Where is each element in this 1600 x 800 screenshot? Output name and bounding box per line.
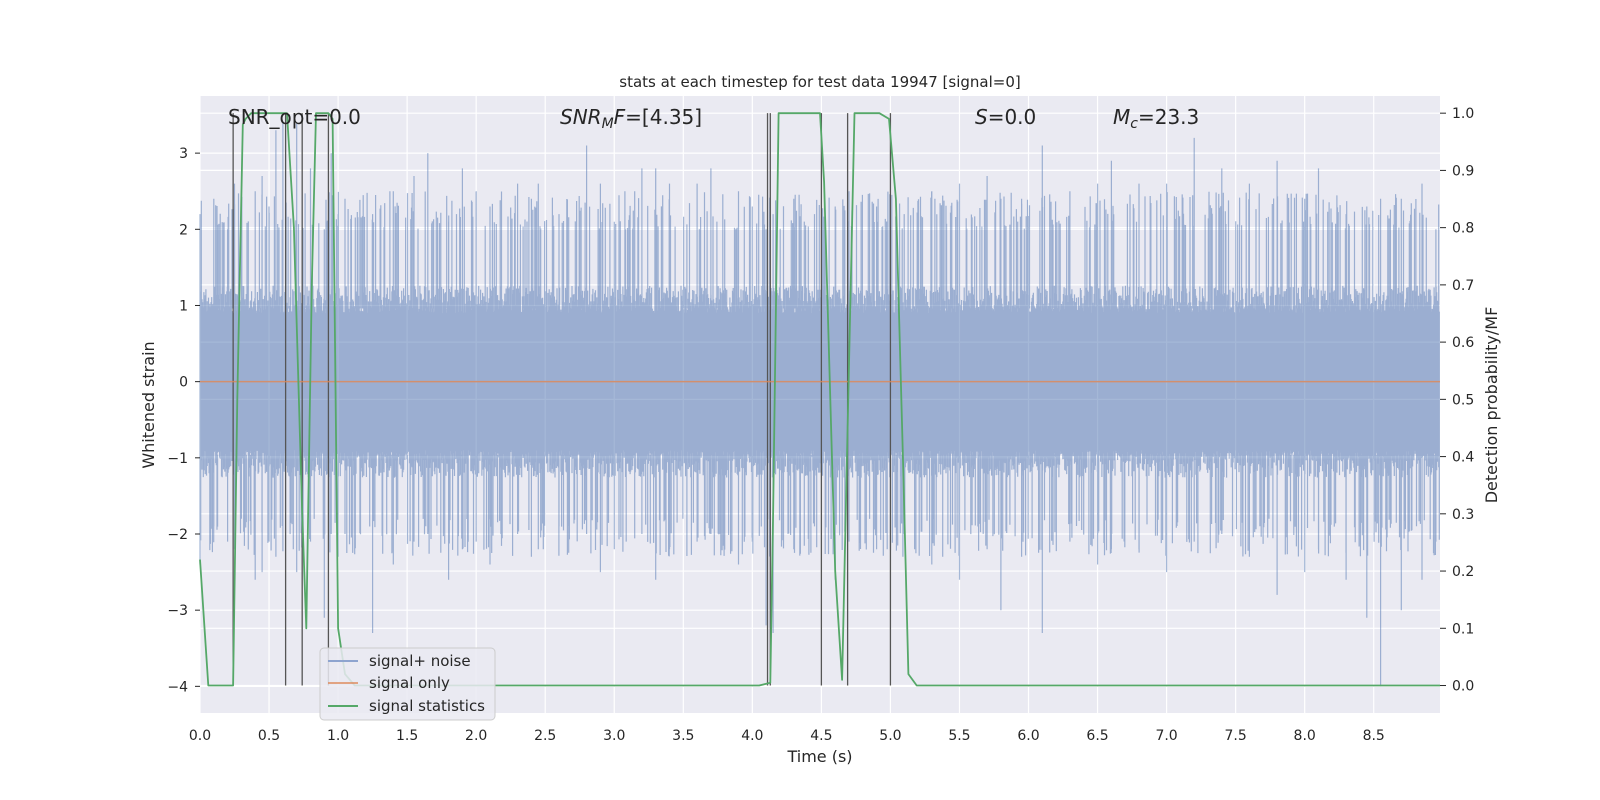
y-right-tick-label: 0.5 bbox=[1452, 392, 1474, 408]
x-tick-label: 1.0 bbox=[327, 728, 349, 744]
x-tick-label: 0.0 bbox=[189, 728, 211, 744]
y-right-tick-label: 0.4 bbox=[1452, 450, 1474, 466]
annotation-snr-opt: SNR_opt=0.0 bbox=[228, 105, 361, 129]
y-axis-right-label: Detection probability/MF bbox=[1482, 307, 1501, 504]
y-left-tick-label: 3 bbox=[179, 146, 188, 162]
x-tick-label: 7.0 bbox=[1155, 728, 1177, 744]
snr-mf-sub: M bbox=[602, 116, 614, 132]
s-name: S bbox=[975, 105, 988, 129]
y-right-tick-label: 0.3 bbox=[1452, 507, 1474, 523]
x-tick-label: 7.5 bbox=[1225, 728, 1247, 744]
x-tick-label: 2.5 bbox=[534, 728, 556, 744]
annotation-s: S=0.0 bbox=[975, 105, 1036, 129]
y-right-tick-label: 0.7 bbox=[1452, 278, 1474, 294]
mc-sub: c bbox=[1130, 116, 1138, 132]
mc-value: =23.3 bbox=[1138, 105, 1199, 129]
y-right-tick-label: 0.1 bbox=[1452, 621, 1474, 637]
x-axis-label: Time (s) bbox=[786, 747, 852, 766]
tick-labels: 0.0 0.5 1.0 1.5 2.0 2.5 3.0 3.5 4.0 4.5 5.0 5.5 6.0 6… bbox=[167, 106, 1474, 744]
y-axis-left-label: Whitened strain bbox=[139, 341, 158, 468]
legend-box bbox=[319, 647, 496, 721]
y-right-tick-label: 0.2 bbox=[1452, 564, 1474, 580]
y-left-tick-label: −2 bbox=[167, 527, 188, 543]
x-tick-label: 4.5 bbox=[810, 728, 832, 744]
legend-label-stats: signal statistics bbox=[369, 697, 485, 715]
snr-mf-value: =[4.35] bbox=[625, 105, 702, 129]
annotation-snr-mf: SNRMF=[4.35] bbox=[560, 105, 702, 132]
legend: signal+ noise signal only signal statist… bbox=[319, 647, 496, 721]
snr-mf-tail: F bbox=[614, 105, 626, 129]
x-tick-label: 3.0 bbox=[603, 728, 625, 744]
x-tick-label: 6.0 bbox=[1017, 728, 1039, 744]
x-tick-label: 8.0 bbox=[1294, 728, 1316, 744]
y-right-tick-label: 0.8 bbox=[1452, 221, 1474, 237]
x-tick-label: 6.5 bbox=[1086, 728, 1108, 744]
x-tick-label: 5.0 bbox=[879, 728, 901, 744]
y-right-tick-label: 0.0 bbox=[1452, 679, 1474, 695]
y-right-tick-label: 0.6 bbox=[1452, 335, 1474, 351]
x-tick-label: 3.5 bbox=[672, 728, 694, 744]
y-left-tick-label: −3 bbox=[167, 603, 188, 619]
y-left-tick-label: 1 bbox=[179, 298, 188, 314]
x-tick-label: 1.5 bbox=[396, 728, 418, 744]
x-tick-label: 5.5 bbox=[948, 728, 970, 744]
y-right-tick-label: 1.0 bbox=[1452, 106, 1474, 122]
legend-label-signal: signal only bbox=[369, 674, 450, 692]
x-tick-label: 8.5 bbox=[1363, 728, 1385, 744]
mc-name: M bbox=[1113, 105, 1130, 129]
annotation-mc: Mc=23.3 bbox=[1113, 105, 1199, 132]
x-tick-label: 2.0 bbox=[465, 728, 487, 744]
y-right-tick-label: 0.9 bbox=[1452, 163, 1474, 179]
y-left-tick-label: 0 bbox=[179, 375, 188, 391]
y-left-tick-label: 2 bbox=[179, 222, 188, 238]
y-left-tick-label: −1 bbox=[167, 451, 188, 467]
chart-title: stats at each timestep for test data 199… bbox=[619, 73, 1020, 91]
legend-label-noise: signal+ noise bbox=[369, 652, 471, 670]
snr-mf-name: SNR bbox=[560, 105, 602, 129]
x-tick-label: 0.5 bbox=[258, 728, 280, 744]
y-left-tick-label: −4 bbox=[167, 679, 188, 695]
s-value: =0.0 bbox=[988, 105, 1037, 129]
x-tick-label: 4.0 bbox=[741, 728, 763, 744]
